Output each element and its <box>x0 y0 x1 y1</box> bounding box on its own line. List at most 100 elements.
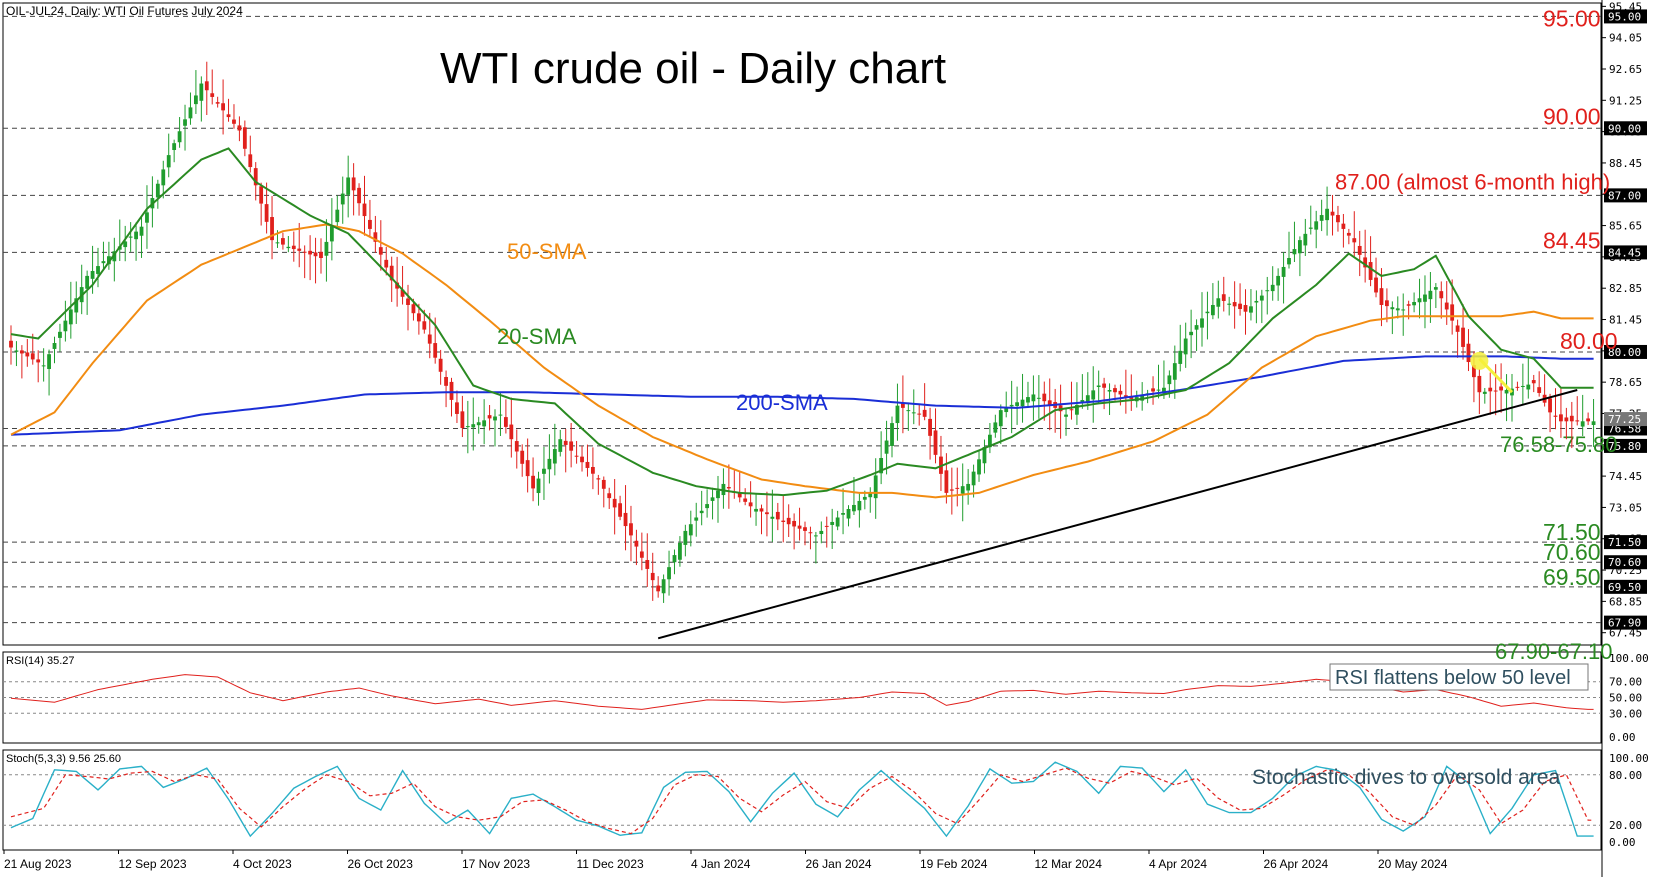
candle-body <box>944 470 949 493</box>
level-label-87: 87.00 (almost 6-month high) <box>1335 169 1610 194</box>
candle-body <box>862 496 867 500</box>
candle-body <box>128 236 133 238</box>
candle <box>607 487 612 509</box>
candle <box>884 420 889 475</box>
candle <box>1450 279 1455 335</box>
candle <box>629 505 633 562</box>
x-tick-label: 12 Sep 2023 <box>119 857 187 871</box>
candle <box>531 457 535 502</box>
candle-body <box>308 250 313 255</box>
candle-body <box>1194 325 1199 330</box>
candle <box>373 215 378 253</box>
candle-body <box>563 440 568 445</box>
candle <box>949 467 954 515</box>
candle <box>710 487 715 520</box>
candle-body <box>585 461 590 468</box>
level-label-7060: 70.60 <box>1543 539 1601 565</box>
candle-body <box>1254 300 1259 303</box>
candle <box>580 445 584 472</box>
candle <box>465 400 470 454</box>
candle-body <box>47 354 51 370</box>
candle-body <box>106 256 111 265</box>
candle <box>824 516 829 548</box>
candle <box>1569 401 1574 449</box>
candle <box>455 390 459 424</box>
candle-body <box>1232 302 1237 307</box>
candle <box>357 183 361 216</box>
candle <box>161 160 166 199</box>
support-label-7658: 76.58-75.80 <box>1500 432 1617 457</box>
candle <box>1368 236 1373 287</box>
candle <box>895 383 900 441</box>
candle <box>1428 271 1433 323</box>
candle-body <box>960 486 965 494</box>
candle-body <box>1439 291 1444 299</box>
candle <box>335 195 340 228</box>
candle <box>993 414 998 438</box>
candle-body <box>1352 238 1357 243</box>
candle-body <box>335 209 340 223</box>
candle-body <box>302 251 307 253</box>
candle-body <box>765 512 769 515</box>
candle <box>1303 218 1308 256</box>
candle-body <box>324 241 329 256</box>
candle <box>1238 283 1242 316</box>
candle-body <box>226 114 231 118</box>
candle <box>1461 304 1465 360</box>
rsi-tick-label: 30.00 <box>1609 707 1642 720</box>
candle <box>362 175 367 236</box>
y-tick-label: 94.05 <box>1609 32 1642 45</box>
candle-body <box>242 127 247 149</box>
candle-body <box>351 177 356 191</box>
sma20-label: 20-SMA <box>497 324 577 349</box>
symbol-line: OIL-JUL24, Daily: WTI Oil Futures July 2… <box>6 4 243 18</box>
candle-body <box>36 359 41 363</box>
candle-body <box>161 169 166 186</box>
rsi-annotation-box <box>1329 663 1589 691</box>
candle <box>514 429 519 469</box>
candle <box>998 404 1003 445</box>
candle <box>1020 373 1025 423</box>
candle-body <box>1390 307 1395 310</box>
candle <box>471 397 476 451</box>
candle-body <box>824 525 829 527</box>
stoch-tick-label: 20.00 <box>1609 819 1642 832</box>
candle-body <box>868 492 873 498</box>
candle <box>1586 412 1591 426</box>
candle-body <box>759 508 764 512</box>
candle-body <box>1015 402 1019 406</box>
candle <box>128 222 133 252</box>
candle-body <box>1444 302 1449 310</box>
candle-body <box>591 466 595 474</box>
candle-body <box>1113 388 1117 393</box>
candle <box>705 489 710 518</box>
candle-body <box>661 579 666 594</box>
candle-body <box>90 270 95 279</box>
candle <box>547 434 552 484</box>
candle <box>155 179 160 209</box>
candle-body <box>1385 300 1389 307</box>
candle-body <box>716 490 720 499</box>
candle <box>1531 374 1536 393</box>
candle-body <box>74 298 79 313</box>
candle-body <box>297 248 302 251</box>
level-tag: 90.00 <box>1604 121 1647 136</box>
candle-body <box>737 493 742 498</box>
candle <box>574 440 579 464</box>
candle-body <box>1227 303 1232 305</box>
sma20-line <box>10 147 1594 497</box>
candle <box>552 423 557 476</box>
candle <box>890 416 894 458</box>
candle-body <box>645 560 650 569</box>
candle-body <box>1270 284 1275 292</box>
candle-body <box>1243 305 1248 312</box>
rsi-tick-label: 0.00 <box>1609 731 1636 744</box>
candle <box>308 235 313 281</box>
candle <box>639 532 644 571</box>
candle <box>558 429 563 457</box>
candle-body <box>476 422 481 426</box>
candle-body <box>650 572 655 581</box>
candle-body <box>634 540 639 547</box>
candle-body <box>1363 257 1368 268</box>
candle <box>297 222 302 268</box>
